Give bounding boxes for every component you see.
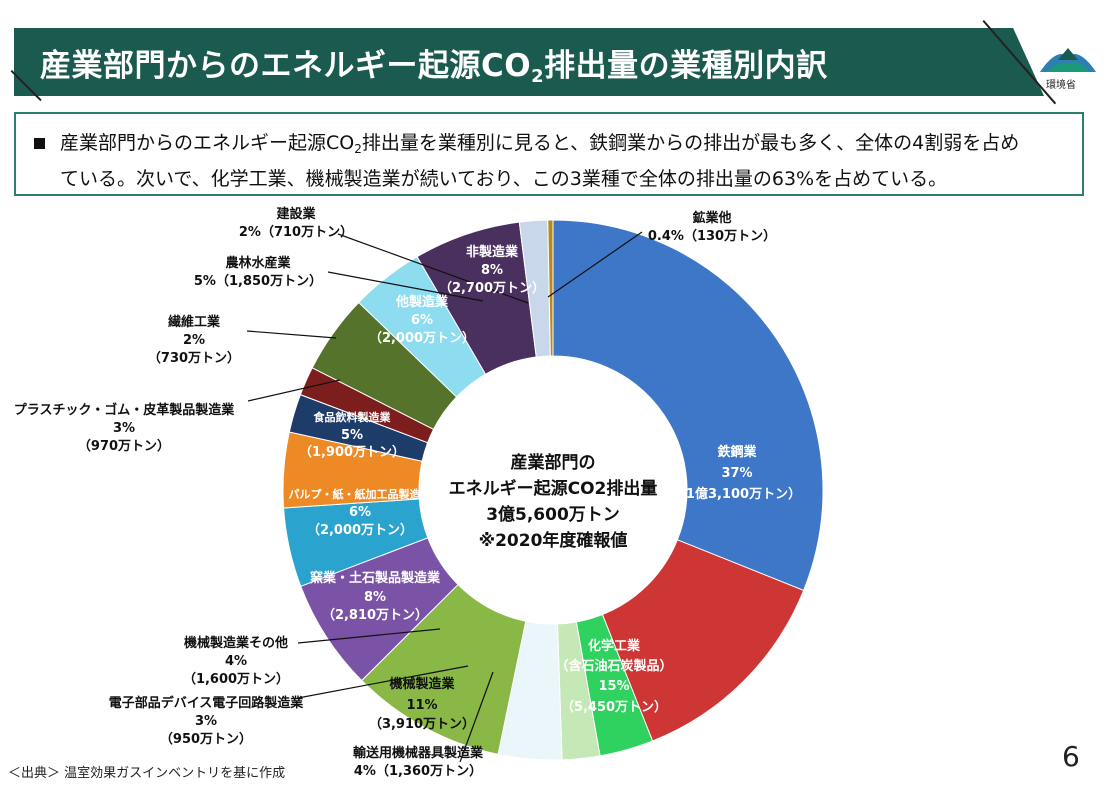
- callout-0-line-1: 0.4%（130万トン）: [648, 228, 776, 244]
- slice-label-24: （2,700万トン）: [439, 280, 545, 296]
- donut-slice-15: [547, 219, 554, 357]
- leader-line-6: [297, 665, 469, 699]
- center-label-line-4: ※2020年度確報値: [479, 530, 628, 551]
- callout-6-line-0: 電子部品デバイス電子回路製造業: [109, 695, 305, 711]
- callout-1-line-1: 2%（710万トン）: [239, 224, 353, 240]
- leader-line-5: [297, 628, 441, 644]
- slice-label-20: 6%: [411, 313, 433, 328]
- summary-part3: ている。次いで、化学工業、機械製造業が続いており、この3業種で全体の排出量の63…: [60, 168, 948, 190]
- slice-label-19: 他製造業: [395, 294, 449, 310]
- slice-label-7: 機械製造業: [389, 676, 455, 692]
- callout-1-line-0: 建設業: [276, 206, 316, 222]
- slice-label-11: 8%: [364, 590, 386, 605]
- title-bar: [14, 28, 1044, 96]
- slice-label-6: （5,450万トン）: [561, 699, 667, 715]
- callout-labels-group: 鉱業他 0.4%（130万トン） 建設業 2%（710万トン） 農林水産業 5%（1,85…: [14, 206, 776, 779]
- donut-slice-0: [552, 219, 824, 592]
- slice-label-18: （1,900万トン）: [299, 444, 405, 460]
- slice-label-15: （2,000万トン）: [307, 522, 413, 538]
- slice-label-3: 化学工業: [588, 638, 641, 654]
- leader-lines-group: [246, 231, 643, 763]
- slice-label-22: 非製造業: [466, 244, 519, 260]
- callout-2-line-1: 5%（1,850万トン）: [194, 273, 322, 289]
- callout-5-line-1: 4%: [225, 654, 247, 669]
- slice-label-2: （1億3,100万トン）: [673, 486, 801, 502]
- callout-7-line-0: 輸送用機械器具製造業: [353, 745, 484, 761]
- center-label-line-3: 3億5,600万トン: [486, 504, 620, 525]
- leader-line-3: [246, 330, 337, 339]
- callout-3-line-2: （730万トン）: [148, 350, 240, 366]
- slice-label-14: 6%: [349, 505, 371, 520]
- ministry-logo-icon: [1040, 48, 1096, 72]
- slice-label-1: 37%: [721, 466, 752, 481]
- callout-4-line-0: プラスチック・ゴム・皮革製品製造業: [14, 402, 235, 418]
- slice-label-21: （2,000万トン）: [369, 330, 475, 346]
- slice-label-17: 5%: [341, 428, 363, 443]
- leader-line-4: [247, 379, 341, 402]
- slice-label-10: 窯業・土石製品製造業: [310, 570, 441, 586]
- title-rest: 排出量の業種別内訳: [544, 48, 828, 84]
- logo-label: 環境省: [1046, 80, 1076, 91]
- slice-label-0: 鉄鋼業: [717, 444, 757, 460]
- slices-group: [282, 219, 824, 761]
- callout-2-line-0: 農林水産業: [225, 255, 291, 271]
- callout-7-line-1: 4%（1,360万トン）: [354, 763, 482, 779]
- summary-box: 産業部門からのエネルギー起源CO2排出量を業種別に見ると、鉄鋼業からの排出が最も…: [14, 112, 1084, 196]
- page-number: 6: [1062, 740, 1080, 773]
- callout-4-line-1: 3%: [113, 421, 135, 436]
- slice-label-5: 15%: [598, 679, 629, 694]
- leader-line-0: [547, 231, 643, 298]
- title-main: 産業部門からのエネルギー起源CO: [40, 48, 532, 84]
- slice-label-12: （2,810万トン）: [322, 607, 428, 623]
- slice-label-9: （3,910万トン）: [369, 716, 475, 732]
- leader-line-1: [337, 233, 529, 304]
- leader-line-2: [327, 271, 484, 302]
- summary-subscript: 2: [354, 142, 362, 156]
- center-label-line-1: 産業部門の: [511, 452, 596, 473]
- callout-0-line-0: 鉱業他: [692, 210, 731, 226]
- page-title: 産業部門からのエネルギー起源CO2排出量の業種別内訳: [40, 40, 828, 87]
- callout-3-line-0: 繊維工業: [168, 314, 221, 330]
- slice-label-8: 11%: [406, 698, 437, 713]
- callout-4-line-2: （970万トン）: [78, 438, 170, 454]
- callout-5-line-2: （1,600万トン）: [183, 671, 289, 687]
- donut-slice-1: [601, 539, 805, 742]
- slice-label-4: （含石油石炭製品）: [555, 658, 672, 674]
- slice-label-23: 8%: [481, 263, 503, 278]
- callout-3-line-1: 2%: [183, 333, 205, 348]
- slice-labels-group: 鉄鋼業 37% （1億3,100万トン） 化学工業 （含石油石炭製品） 15% （5,450…: [289, 244, 802, 732]
- summary-text: 産業部門からのエネルギー起源CO2排出量を業種別に見ると、鉄鋼業からの排出が最も…: [60, 128, 1075, 194]
- callout-6-line-2: （950万トン）: [160, 731, 252, 747]
- leader-line-7: [459, 671, 494, 763]
- callout-5-line-0: 機械製造業その他: [184, 635, 288, 651]
- source-note: ＜出典＞ 温室効果ガスインベントリを基に作成: [8, 766, 286, 781]
- title-subscript: 2: [531, 66, 545, 87]
- slice-label-13: パルプ・紙・紙加工品製造業: [289, 487, 433, 501]
- summary-part2: 排出量を業種別に見ると、鉄鋼業からの排出が最も多く、全体の4割弱を占め: [361, 132, 1020, 154]
- summary-part1: 産業部門からのエネルギー起源CO: [60, 132, 355, 154]
- center-label-line-2: エネルギー起源CO2排出量: [449, 478, 658, 499]
- callout-6-line-1: 3%: [195, 714, 217, 729]
- slice-label-16: 食品飲料製造業: [314, 410, 392, 424]
- bullet-icon: [34, 138, 45, 149]
